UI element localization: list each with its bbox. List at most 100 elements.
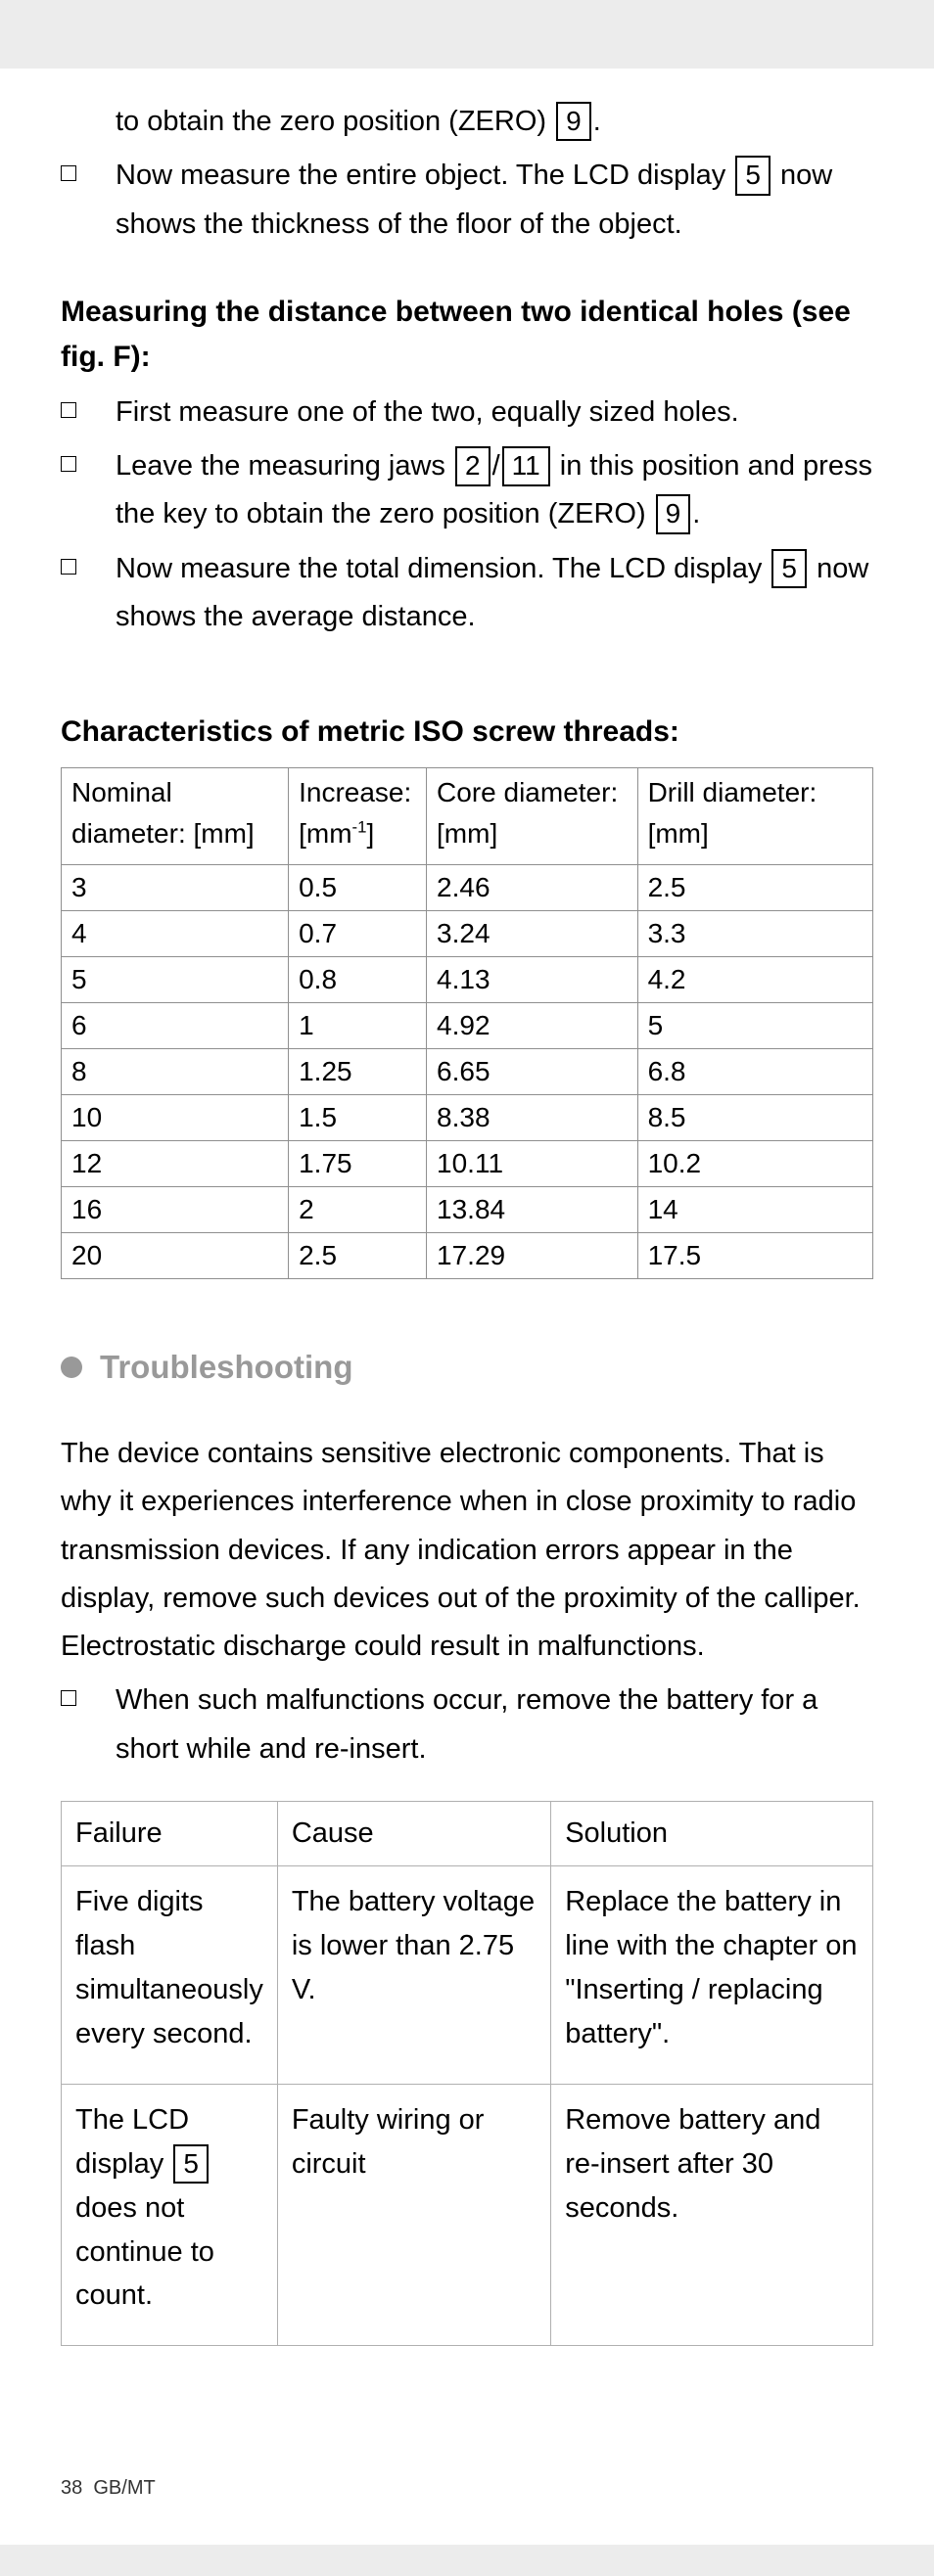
footer-label: GB/MT xyxy=(93,2477,155,2499)
table-cell: 4 xyxy=(62,910,289,956)
table-row: The LCD display 5 does not continue to c… xyxy=(62,2084,873,2346)
section-title-text: Troubleshooting xyxy=(100,1340,352,1395)
th-solution: Solution xyxy=(551,1802,873,1866)
table-cell: 8.5 xyxy=(637,1094,872,1140)
ref-box-9: 9 xyxy=(556,102,591,141)
table-header-row: Nominal diameter: [mm] Increase: [mm-1] … xyxy=(62,767,873,864)
table-row: 81.256.656.8 xyxy=(62,1048,873,1094)
table-row: 614.925 xyxy=(62,1002,873,1048)
bullet-dot-icon xyxy=(61,1357,82,1378)
ref-box-11: 11 xyxy=(502,446,550,485)
bullet-item: First measure one of the two, equally si… xyxy=(61,389,873,437)
th-core: Core diameter: [mm] xyxy=(427,767,638,864)
table-row: 30.52.462.5 xyxy=(62,864,873,910)
section-troubleshooting: Troubleshooting xyxy=(61,1340,873,1395)
text: . xyxy=(593,106,601,137)
table-cell: 4.2 xyxy=(637,956,872,1002)
bullet-item: Now measure the entire object. The LCD d… xyxy=(61,152,873,249)
table-cell: 10 xyxy=(62,1094,289,1140)
cell-solution: Remove battery and re-insert after 30 se… xyxy=(551,2084,873,2346)
ref-box-5: 5 xyxy=(735,156,771,195)
cell-cause: Faulty wiring or circuit xyxy=(277,2084,550,2346)
page: to obtain the zero position (ZERO) 9. No… xyxy=(0,0,934,2545)
ref-box-5: 5 xyxy=(173,2144,209,2184)
cell-solution: Replace the battery in line with the cha… xyxy=(551,1865,873,2084)
header-band xyxy=(0,0,934,69)
th-failure: Failure xyxy=(62,1802,278,1866)
cell-failure: Five digits flash simultaneously every s… xyxy=(62,1865,278,2084)
text: Leave the measuring jaws xyxy=(116,450,445,482)
text: Now measure the entire object. The LCD d… xyxy=(116,160,725,191)
text: The LCD display xyxy=(75,2104,189,2180)
content-area: to obtain the zero position (ZERO) 9. No… xyxy=(61,98,873,2346)
table-cell: 3.24 xyxy=(427,910,638,956)
bullet-item: Leave the measuring jaws 2/11 in this po… xyxy=(61,442,873,539)
checkbox-icon xyxy=(61,402,76,418)
table-cell: 1.75 xyxy=(289,1140,427,1186)
table-cell: 6.8 xyxy=(637,1048,872,1094)
text: When such malfunctions occur, remove the… xyxy=(116,1684,817,1764)
table-cell: 10.11 xyxy=(427,1140,638,1186)
th-drill: Drill diameter: [mm] xyxy=(637,767,872,864)
text: does not continue to count. xyxy=(75,2192,214,2312)
table-body: 30.52.462.540.73.243.350.84.134.2614.925… xyxy=(62,864,873,1278)
table-cell: 1 xyxy=(289,1002,427,1048)
checkbox-icon xyxy=(61,456,76,472)
table-cell: 8 xyxy=(62,1048,289,1094)
table-cell: 2.5 xyxy=(637,864,872,910)
th-increase: Increase: [mm-1] xyxy=(289,767,427,864)
table-cell: 2.5 xyxy=(289,1232,427,1278)
th-cause: Cause xyxy=(277,1802,550,1866)
text: [mm xyxy=(299,818,351,849)
checkbox-icon xyxy=(61,1690,76,1706)
heading-measuring-holes: Measuring the distance between two ident… xyxy=(61,290,873,381)
table-cell: 6.65 xyxy=(427,1048,638,1094)
table-cell: 1.25 xyxy=(289,1048,427,1094)
checkbox-icon xyxy=(61,559,76,575)
th-nominal: Nominal diameter: [mm] xyxy=(62,767,289,864)
superscript: -1 xyxy=(352,818,367,837)
text: First measure one of the two, equally si… xyxy=(116,396,739,428)
table-cell: 0.7 xyxy=(289,910,427,956)
text: / xyxy=(492,450,500,482)
table-cell: 20 xyxy=(62,1232,289,1278)
bullet-item: Now measure the total dimension. The LCD… xyxy=(61,545,873,642)
iso-table: Nominal diameter: [mm] Increase: [mm-1] … xyxy=(61,767,873,1279)
table-row: 101.58.388.5 xyxy=(62,1094,873,1140)
trouble-table: Failure Cause Solution Five digits flash… xyxy=(61,1801,873,2346)
table-cell: 17.5 xyxy=(637,1232,872,1278)
table-cell: 17.29 xyxy=(427,1232,638,1278)
ref-box-2: 2 xyxy=(455,446,490,485)
text: . xyxy=(692,498,700,529)
table-cell: 8.38 xyxy=(427,1094,638,1140)
table-row: 121.7510.1110.2 xyxy=(62,1140,873,1186)
table-cell: 10.2 xyxy=(637,1140,872,1186)
table-cell: 2.46 xyxy=(427,864,638,910)
text: ] xyxy=(366,818,374,849)
table-cell: 5 xyxy=(62,956,289,1002)
text: to obtain the zero position (ZERO) xyxy=(116,106,546,137)
heading-iso-threads: Characteristics of metric ISO screw thre… xyxy=(61,710,873,756)
table-cell: 12 xyxy=(62,1140,289,1186)
table-cell: 2 xyxy=(289,1186,427,1232)
table-cell: 3.3 xyxy=(637,910,872,956)
table-row: Five digits flash simultaneously every s… xyxy=(62,1865,873,2084)
table-row: 40.73.243.3 xyxy=(62,910,873,956)
ref-box-9: 9 xyxy=(656,494,691,533)
table-row: 50.84.134.2 xyxy=(62,956,873,1002)
table-cell: 4.92 xyxy=(427,1002,638,1048)
trailing-line: to obtain the zero position (ZERO) 9. xyxy=(61,98,873,146)
table-cell: 14 xyxy=(637,1186,872,1232)
checkbox-icon xyxy=(61,165,76,181)
table-cell: 0.8 xyxy=(289,956,427,1002)
page-number: 38 xyxy=(61,2477,82,2499)
table-cell: 5 xyxy=(637,1002,872,1048)
table-row: 16213.8414 xyxy=(62,1186,873,1232)
table-header-row: Failure Cause Solution xyxy=(62,1802,873,1866)
table-cell: 13.84 xyxy=(427,1186,638,1232)
text: Increase: xyxy=(299,777,411,807)
table-cell: 1.5 xyxy=(289,1094,427,1140)
table-cell: 16 xyxy=(62,1186,289,1232)
page-footer: 38 GB/MT xyxy=(61,2477,156,2500)
table-cell: 0.5 xyxy=(289,864,427,910)
